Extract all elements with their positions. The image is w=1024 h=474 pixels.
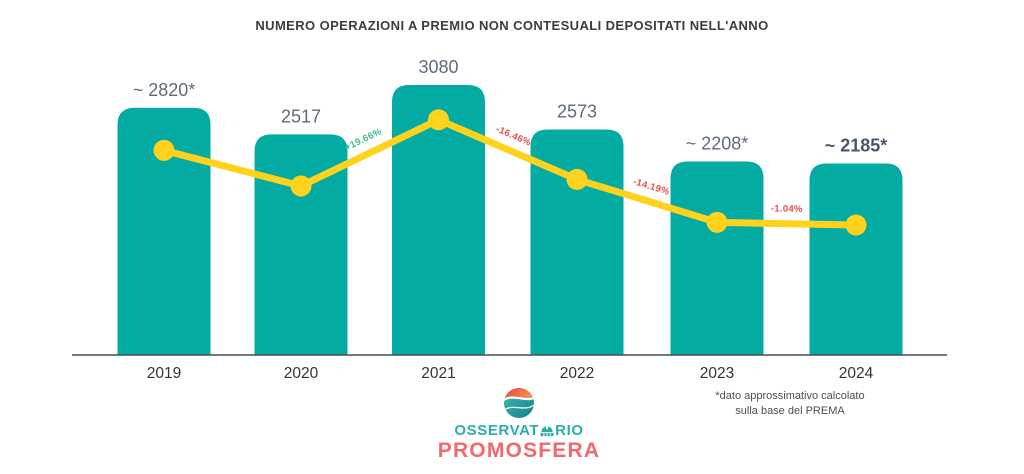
bar-value-label-2023: ~ 2208* (686, 133, 749, 153)
bar-2021 (392, 85, 485, 355)
chart-title: NUMERO OPERAZIONI A PREMIO NON CONTESUAL… (255, 18, 769, 33)
bar-value-label-2021: 3080 (418, 57, 458, 77)
logo: OSSERVAT RIO PROMOSFERA (409, 387, 629, 461)
bar-2023 (670, 161, 764, 355)
x-tick-label-2021: 2021 (421, 365, 455, 382)
logo-text-part2: RIO (555, 422, 584, 439)
promosfera-sphere-icon (409, 387, 629, 420)
line-marker-2020 (290, 175, 312, 197)
x-tick-label-2023: 2023 (700, 365, 734, 382)
observatory-dome-icon (540, 424, 554, 437)
bar-2024 (809, 163, 903, 355)
x-tick-label-2019: 2019 (147, 365, 181, 382)
line-marker-2019 (153, 139, 175, 161)
x-tick-label-2020: 2020 (284, 365, 319, 382)
bar-2020 (254, 134, 348, 355)
chart-svg: 2019 2020 2021 2022 2023 2024+19.66% -16.46%-1… (72, 57, 947, 382)
x-tick-label-2024: 2024 (839, 365, 874, 382)
footnote: *dato approssimativo calcolato sulla bas… (665, 389, 915, 419)
footnote-line2: sulla base del PREMA (735, 404, 845, 417)
line-marker-2022 (566, 168, 588, 190)
line-marker-2024 (845, 214, 867, 236)
bar-value-label-2019: ~ 2820* (133, 80, 196, 100)
line-marker-2021 (428, 109, 449, 131)
logo-wordmark-promosfera: PROMOSFERA (437, 439, 601, 462)
bar-value-label-2022: 2573 (557, 101, 597, 121)
bar-2019 (117, 107, 211, 355)
logo-text-part1: OSSERVAT (454, 422, 540, 439)
bar-value-label-2024: ~ 2185* (825, 135, 888, 155)
bar-value-label-2020: 2517 (281, 106, 321, 126)
x-tick-label-2022: 2022 (560, 365, 594, 382)
line-marker-2023 (706, 211, 728, 233)
footnote-line1: *dato approssimativo calcolato (715, 390, 865, 402)
trend-line (160, 116, 860, 229)
pct-label-2023-2024: -1.04% (771, 203, 803, 215)
logo-wordmark-osservatorio: OSSERVAT RIO (409, 423, 629, 438)
